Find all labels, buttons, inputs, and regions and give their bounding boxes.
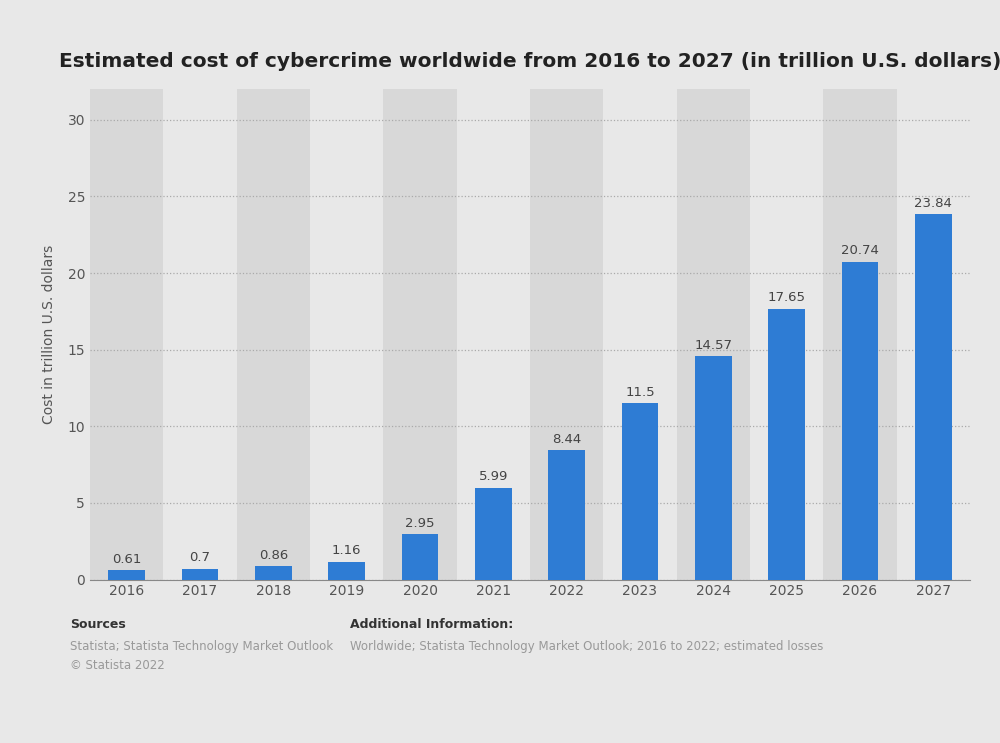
Text: Sources: Sources bbox=[70, 618, 126, 631]
Bar bbox=[328, 562, 365, 580]
Bar bbox=[915, 214, 952, 580]
Bar bbox=[90, 89, 163, 580]
Text: 17.65: 17.65 bbox=[768, 291, 806, 305]
Bar bbox=[530, 89, 603, 580]
Text: 0.61: 0.61 bbox=[112, 553, 141, 565]
Bar bbox=[603, 89, 677, 580]
Text: 20.74: 20.74 bbox=[841, 244, 879, 257]
Bar bbox=[768, 309, 805, 580]
Bar bbox=[237, 89, 310, 580]
Text: 2.95: 2.95 bbox=[405, 516, 435, 530]
Bar bbox=[163, 89, 237, 580]
Text: © Statista 2022: © Statista 2022 bbox=[70, 659, 165, 672]
Text: 5.99: 5.99 bbox=[479, 470, 508, 483]
Text: Additional Information:: Additional Information: bbox=[350, 618, 513, 631]
Text: 11.5: 11.5 bbox=[625, 386, 655, 399]
Bar bbox=[108, 570, 145, 580]
Bar bbox=[182, 569, 218, 580]
Bar bbox=[622, 403, 658, 580]
Bar bbox=[897, 89, 970, 580]
Bar bbox=[548, 450, 585, 580]
Y-axis label: Cost in trillion U.S. dollars: Cost in trillion U.S. dollars bbox=[42, 244, 56, 424]
Bar bbox=[695, 356, 732, 580]
Bar bbox=[842, 262, 878, 580]
Bar bbox=[255, 566, 292, 580]
Text: 14.57: 14.57 bbox=[694, 339, 732, 351]
Bar bbox=[402, 534, 438, 580]
Bar bbox=[823, 89, 897, 580]
Title: Estimated cost of cybercrime worldwide from 2016 to 2027 (in trillion U.S. dolla: Estimated cost of cybercrime worldwide f… bbox=[59, 52, 1000, 71]
Bar bbox=[750, 89, 823, 580]
Bar bbox=[310, 89, 383, 580]
Text: Statista; Statista Technology Market Outlook: Statista; Statista Technology Market Out… bbox=[70, 640, 333, 653]
Bar bbox=[383, 89, 457, 580]
Text: Worldwide; Statista Technology Market Outlook; 2016 to 2022; estimated losses: Worldwide; Statista Technology Market Ou… bbox=[350, 640, 823, 653]
Text: 1.16: 1.16 bbox=[332, 544, 361, 557]
Text: 0.7: 0.7 bbox=[190, 551, 210, 564]
Bar bbox=[457, 89, 530, 580]
Text: 0.86: 0.86 bbox=[259, 549, 288, 562]
Text: 8.44: 8.44 bbox=[552, 432, 581, 446]
Bar bbox=[475, 487, 512, 580]
Bar bbox=[677, 89, 750, 580]
Text: 23.84: 23.84 bbox=[914, 197, 952, 210]
